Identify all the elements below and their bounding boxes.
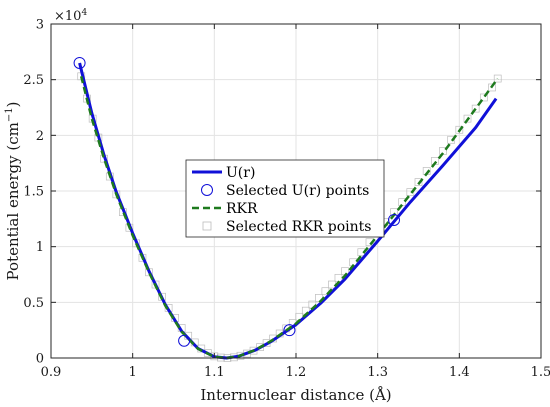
legend-rkr-points-label: Selected RKR points [226,219,372,235]
rkr-point-marker [406,188,415,196]
rkr-point-marker [493,74,502,83]
legend-u-label: U(r) [226,165,255,181]
axis-ticks: 0.9 1 1.1 1.2 1.3 1.4 1.5 0 0.5 1 1.5 2 2.5 3 [23,18,550,381]
rkr-point-marker [447,135,456,144]
y-tick-label: 1.5 [23,185,44,200]
x-tick-label: 1.1 [204,365,225,380]
x-tick-label: 1.3 [367,365,388,380]
x-tick-label: 1 [129,365,137,380]
rkr-point-marker [455,125,464,134]
rkr-point-marker [471,104,480,113]
y-axis-label: Potential energy (cm−1) [4,102,22,281]
y-tick-label: 3 [36,18,44,33]
x-tick-label: 1.2 [286,365,307,380]
rkr-point-marker [488,83,496,92]
rkr-point-marker [414,178,423,186]
legend-u-points-swatch [201,184,213,196]
x-tick-label: 1.5 [531,365,550,380]
x-tick-label: 1.4 [449,365,470,380]
y-tick-label: 2 [36,129,44,144]
legend-rkr-points-swatch [202,221,212,231]
legend-rkr-label: RKR [226,201,258,217]
rkr-point-marker [463,114,472,123]
x-tick-label: 0.9 [41,365,62,380]
y-tick-label: 0 [36,352,44,367]
u-r-point-marker [388,213,400,226]
x-axis-label: Internuclear distance (Å) [200,386,391,404]
y-tick-label: 2.5 [23,73,44,88]
legend: U(r) Selected U(r) points RKR Selected R… [185,159,385,238]
y-axis-multiplier: ×104 [54,8,87,24]
u-r-point-marker [178,334,191,347]
u-r-point-marker [73,56,86,69]
rkr-point-marker [479,93,488,102]
y-tick-label: 1 [36,240,44,255]
plot-area [73,56,502,362]
y-tick-label: 0.5 [23,296,44,311]
legend-u-points-label: Selected U(r) points [226,183,369,199]
u-r-point-marker [283,324,296,337]
